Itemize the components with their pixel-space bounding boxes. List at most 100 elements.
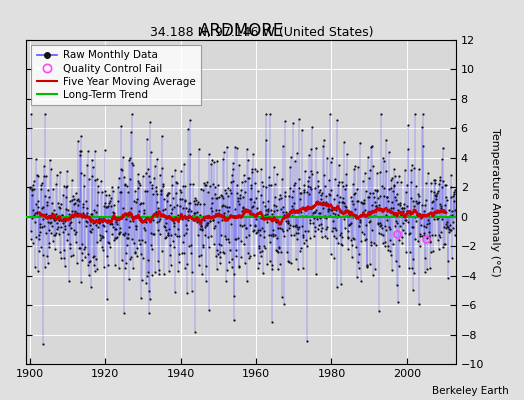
Point — [66, 245, 74, 252]
Point — [97, 188, 106, 195]
Point — [237, 238, 245, 244]
Point — [128, 235, 136, 242]
Point — [276, 192, 284, 198]
Point — [346, 209, 355, 215]
Point — [269, 227, 278, 234]
Point — [284, 220, 292, 226]
Point — [39, 204, 47, 210]
Point — [442, 221, 450, 227]
Point — [334, 212, 342, 218]
Point — [260, 228, 268, 234]
Point — [69, 193, 77, 199]
Point — [450, 188, 458, 195]
Point — [390, 172, 399, 179]
Point — [256, 232, 265, 238]
Point — [283, 226, 291, 233]
Point — [235, 162, 243, 168]
Point — [389, 166, 398, 172]
Point — [254, 188, 262, 194]
Point — [376, 169, 384, 175]
Point — [325, 192, 334, 198]
Point — [278, 226, 287, 232]
Point — [132, 226, 140, 232]
Point — [239, 172, 248, 178]
Point — [98, 244, 106, 251]
Point — [346, 211, 354, 218]
Point — [280, 189, 289, 195]
Point — [256, 227, 264, 233]
Point — [37, 205, 46, 211]
Point — [89, 219, 97, 226]
Point — [147, 230, 156, 236]
Point — [299, 264, 308, 271]
Point — [156, 230, 164, 237]
Point — [165, 226, 173, 232]
Point — [378, 224, 387, 231]
Point — [275, 244, 283, 250]
Point — [358, 208, 367, 215]
Point — [37, 182, 45, 188]
Point — [133, 253, 141, 259]
Legend: Raw Monthly Data, Quality Control Fail, Five Year Moving Average, Long-Term Tren: Raw Monthly Data, Quality Control Fail, … — [31, 45, 201, 105]
Point — [435, 245, 443, 252]
Point — [219, 202, 227, 208]
Point — [110, 236, 118, 243]
Point — [370, 266, 379, 272]
Point — [373, 188, 381, 194]
Point — [67, 253, 75, 259]
Point — [299, 232, 307, 238]
Point — [120, 232, 128, 238]
Point — [54, 204, 63, 210]
Point — [325, 206, 333, 213]
Point — [91, 148, 99, 154]
Point — [389, 205, 398, 211]
Point — [361, 237, 369, 243]
Point — [263, 211, 271, 218]
Point — [355, 223, 363, 230]
Point — [265, 182, 274, 188]
Point — [228, 264, 236, 270]
Point — [243, 277, 252, 284]
Point — [300, 240, 308, 247]
Point — [312, 145, 321, 151]
Point — [296, 196, 304, 202]
Point — [157, 188, 165, 194]
Point — [405, 231, 413, 237]
Point — [220, 148, 228, 155]
Point — [232, 236, 240, 242]
Point — [311, 185, 319, 191]
Point — [435, 173, 444, 180]
Point — [233, 190, 241, 196]
Point — [317, 192, 325, 198]
Point — [26, 184, 35, 191]
Point — [49, 213, 58, 220]
Point — [116, 188, 125, 195]
Point — [224, 208, 233, 214]
Point — [64, 206, 72, 213]
Point — [353, 186, 361, 192]
Point — [418, 232, 426, 239]
Point — [283, 218, 292, 224]
Point — [92, 222, 100, 228]
Point — [451, 186, 459, 193]
Point — [166, 252, 174, 258]
Point — [172, 214, 180, 220]
Point — [304, 183, 312, 189]
Point — [154, 258, 162, 264]
Point — [191, 210, 199, 216]
Point — [137, 250, 146, 257]
Point — [285, 258, 293, 265]
Point — [383, 137, 391, 143]
Point — [357, 199, 366, 206]
Point — [353, 274, 362, 280]
Point — [185, 206, 193, 212]
Point — [108, 184, 116, 190]
Point — [435, 200, 444, 207]
Point — [181, 198, 189, 204]
Point — [427, 188, 435, 194]
Point — [102, 192, 110, 198]
Point — [359, 200, 368, 206]
Point — [163, 190, 172, 197]
Point — [130, 198, 138, 204]
Point — [196, 186, 205, 192]
